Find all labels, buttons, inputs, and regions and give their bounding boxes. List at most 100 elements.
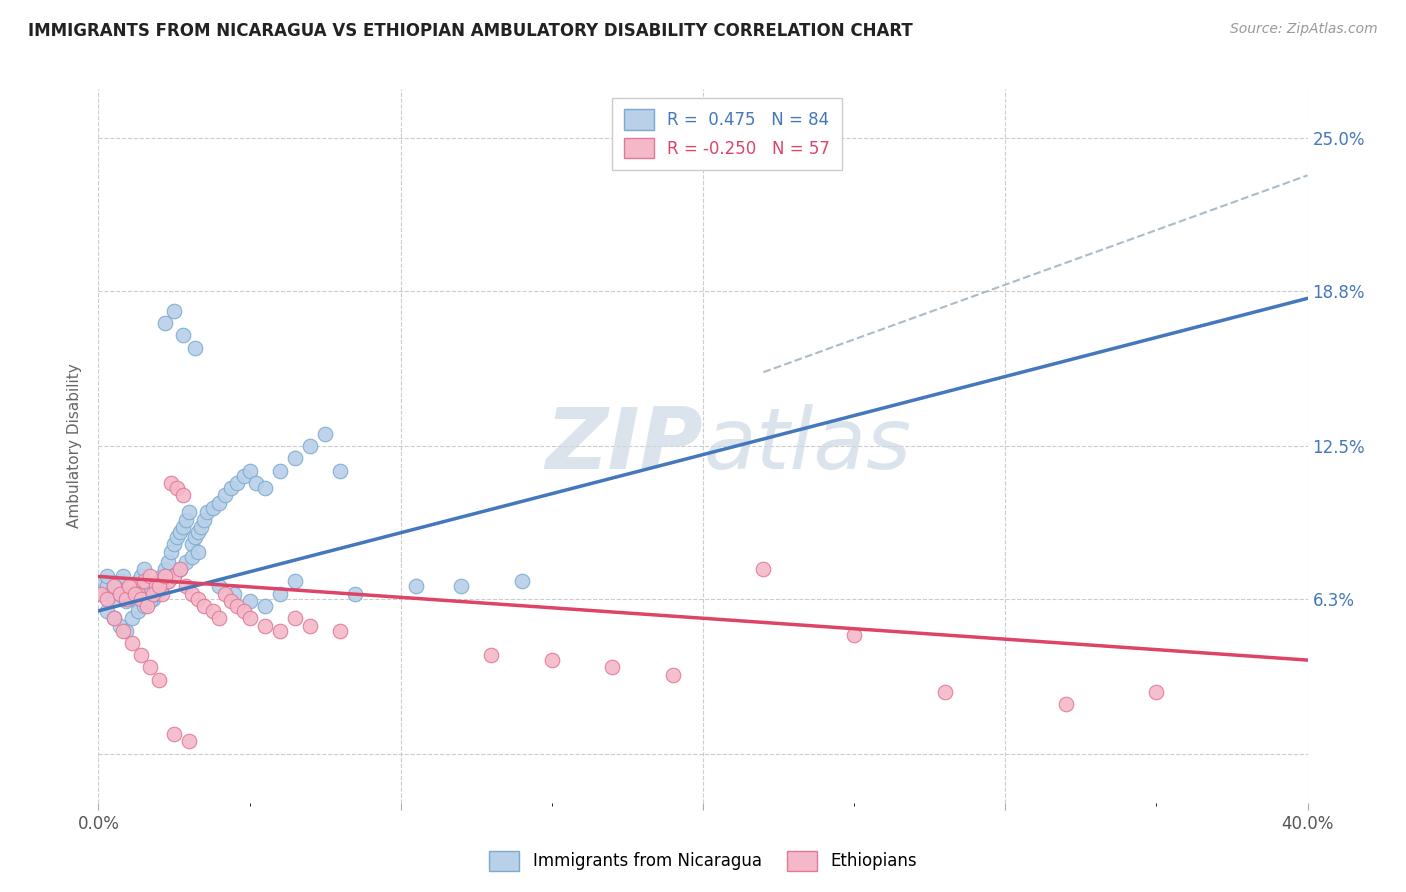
Point <box>124 587 146 601</box>
Point <box>103 591 125 606</box>
Point <box>253 618 276 632</box>
Point <box>172 488 194 502</box>
Point <box>232 468 254 483</box>
Point <box>169 525 191 540</box>
Point <box>934 685 956 699</box>
Point <box>156 574 179 589</box>
Point <box>163 303 186 318</box>
Point <box>118 591 141 606</box>
Point <box>129 648 152 662</box>
Point <box>214 488 236 502</box>
Point <box>269 464 291 478</box>
Point <box>150 569 173 583</box>
Point <box>314 426 336 441</box>
Point <box>96 591 118 606</box>
Point <box>329 624 352 638</box>
Point <box>174 579 197 593</box>
Point <box>181 549 204 564</box>
Point <box>163 569 186 583</box>
Point <box>214 587 236 601</box>
Point <box>540 653 562 667</box>
Point <box>299 439 322 453</box>
Text: ZIP: ZIP <box>546 404 703 488</box>
Point <box>172 328 194 343</box>
Point <box>105 579 128 593</box>
Point <box>239 594 262 608</box>
Point <box>405 579 427 593</box>
Point <box>111 624 134 638</box>
Point <box>184 341 207 355</box>
Text: Source: ZipAtlas.com: Source: ZipAtlas.com <box>1230 22 1378 37</box>
Point <box>602 660 624 674</box>
Point <box>127 587 149 601</box>
Point <box>114 624 136 638</box>
Text: atlas: atlas <box>703 404 911 488</box>
Point <box>187 591 209 606</box>
Point <box>232 604 254 618</box>
Point <box>145 587 167 601</box>
Point <box>135 599 157 613</box>
Point <box>90 587 112 601</box>
Legend: Immigrants from Nicaragua, Ethiopians: Immigrants from Nicaragua, Ethiopians <box>481 842 925 880</box>
Point <box>142 591 165 606</box>
Point <box>139 587 162 601</box>
Point <box>187 525 209 540</box>
Point <box>284 574 307 589</box>
Point <box>344 587 367 601</box>
Point <box>153 316 176 330</box>
Point <box>127 574 149 589</box>
Point <box>153 569 176 583</box>
Point <box>181 587 204 601</box>
Point <box>108 574 131 589</box>
Point <box>166 481 188 495</box>
Point <box>118 579 141 593</box>
Point <box>752 562 775 576</box>
Point <box>163 727 186 741</box>
Point <box>284 611 307 625</box>
Point <box>284 451 307 466</box>
Point <box>179 505 201 519</box>
Point <box>187 545 209 559</box>
Point <box>114 587 136 601</box>
Point <box>142 587 165 601</box>
Point <box>139 569 162 583</box>
Point <box>184 530 207 544</box>
Point <box>148 673 170 687</box>
Point <box>195 505 218 519</box>
Legend: R =  0.475   N = 84, R = -0.250   N = 57: R = 0.475 N = 84, R = -0.250 N = 57 <box>613 97 842 169</box>
Point <box>96 579 118 593</box>
Point <box>135 579 157 593</box>
Point <box>108 618 131 632</box>
Point <box>253 599 276 613</box>
Point <box>163 569 186 583</box>
Text: IMMIGRANTS FROM NICARAGUA VS ETHIOPIAN AMBULATORY DISABILITY CORRELATION CHART: IMMIGRANTS FROM NICARAGUA VS ETHIOPIAN A… <box>28 22 912 40</box>
Point <box>148 579 170 593</box>
Point <box>103 611 125 625</box>
Point <box>510 574 533 589</box>
Point <box>121 579 143 593</box>
Point <box>174 555 197 569</box>
Point <box>193 599 215 613</box>
Point <box>224 587 246 601</box>
Point <box>93 574 115 589</box>
Point <box>108 587 131 601</box>
Y-axis label: Ambulatory Disability: Ambulatory Disability <box>67 364 83 528</box>
Point <box>132 562 155 576</box>
Point <box>103 579 125 593</box>
Point <box>190 520 212 534</box>
Point <box>160 545 183 559</box>
Point <box>124 579 146 593</box>
Point <box>1144 685 1167 699</box>
Point <box>121 611 143 625</box>
Point <box>844 628 866 642</box>
Point <box>661 668 683 682</box>
Point <box>179 734 201 748</box>
Point <box>253 481 276 495</box>
Point <box>132 599 155 613</box>
Point <box>239 611 262 625</box>
Point <box>329 464 352 478</box>
Point <box>148 574 170 589</box>
Point <box>226 599 249 613</box>
Point <box>169 562 191 576</box>
Point <box>208 611 231 625</box>
